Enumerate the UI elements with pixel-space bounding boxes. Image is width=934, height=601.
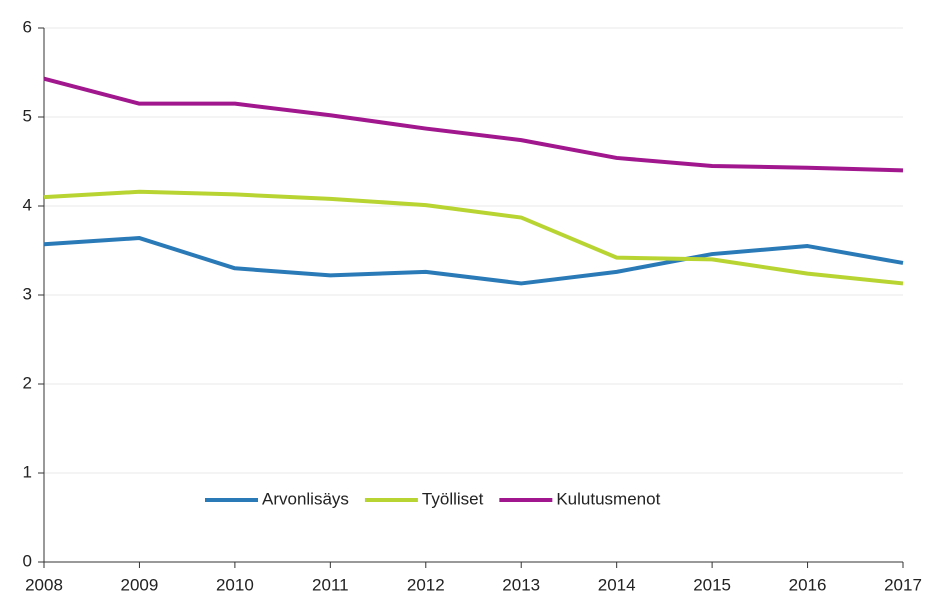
x-tick-label: 2011 [312, 575, 349, 594]
x-tick-label: 2010 [216, 575, 254, 594]
series-line [43, 189, 904, 286]
y-tick-label: 3 [23, 284, 32, 303]
legend-label: Arvonlisäys [262, 489, 349, 508]
y-tick-label: 2 [23, 373, 32, 392]
legend-label: Kulutusmenot [556, 489, 660, 508]
y-tick-label: 4 [23, 195, 32, 214]
series-line [43, 236, 904, 286]
y-tick-label: 0 [23, 551, 32, 570]
series-line [43, 76, 904, 173]
x-tick-label: 2017 [884, 575, 922, 594]
x-tick-label: 2015 [693, 575, 731, 594]
x-tick-label: 2016 [789, 575, 827, 594]
x-tick-label: 2009 [121, 575, 159, 594]
x-tick-label: 2012 [407, 575, 445, 594]
x-tick-label: 2013 [502, 575, 540, 594]
y-tick-label: 5 [23, 106, 32, 125]
y-tick-label: 1 [23, 462, 32, 481]
x-tick-label: 2014 [598, 575, 636, 594]
x-tick-label: 2008 [25, 575, 63, 594]
y-tick-label: 6 [23, 17, 32, 36]
legend-label: Työlliset [422, 489, 484, 508]
